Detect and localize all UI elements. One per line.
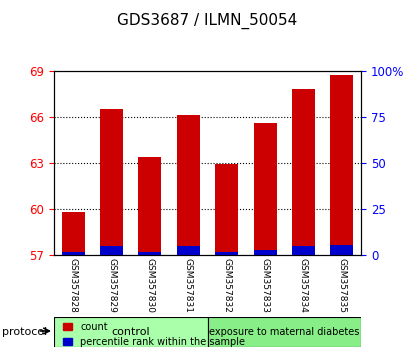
- Text: GSM357830: GSM357830: [145, 258, 154, 313]
- Text: GSM357829: GSM357829: [107, 258, 116, 313]
- Bar: [330, 75, 354, 255]
- Bar: [177, 246, 200, 255]
- Bar: [330, 245, 354, 255]
- Legend: count, percentile rank within the sample: count, percentile rank within the sample: [59, 318, 249, 351]
- Text: GDS3687 / ILMN_50054: GDS3687 / ILMN_50054: [117, 12, 298, 29]
- Bar: [254, 250, 276, 255]
- Bar: [215, 164, 238, 255]
- Text: GSM357835: GSM357835: [337, 258, 347, 313]
- Bar: [208, 317, 361, 347]
- Text: GSM357828: GSM357828: [68, 258, 78, 313]
- Text: exposure to maternal diabetes: exposure to maternal diabetes: [209, 327, 359, 337]
- Text: control: control: [111, 327, 150, 337]
- Bar: [100, 109, 123, 255]
- Bar: [292, 246, 315, 255]
- Bar: [139, 251, 161, 255]
- Bar: [254, 123, 276, 255]
- Text: GSM357831: GSM357831: [184, 258, 193, 313]
- Text: GSM357832: GSM357832: [222, 258, 231, 313]
- Bar: [54, 317, 208, 347]
- Bar: [62, 252, 85, 255]
- Text: GSM357833: GSM357833: [261, 258, 270, 313]
- Bar: [100, 246, 123, 255]
- Bar: [215, 252, 238, 255]
- Bar: [177, 115, 200, 255]
- Bar: [292, 89, 315, 255]
- Bar: [62, 212, 85, 255]
- Text: GSM357834: GSM357834: [299, 258, 308, 313]
- Bar: [139, 157, 161, 255]
- Text: protocol: protocol: [2, 327, 47, 337]
